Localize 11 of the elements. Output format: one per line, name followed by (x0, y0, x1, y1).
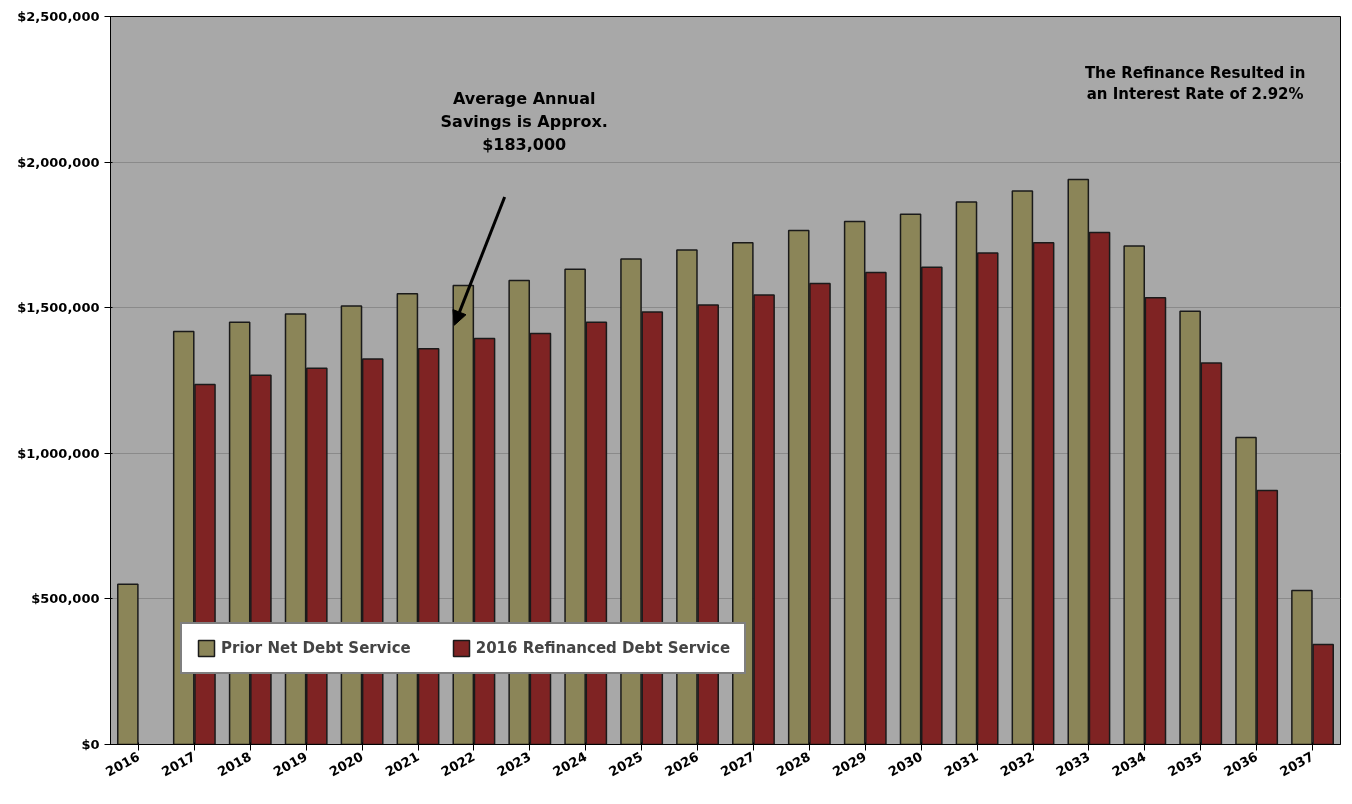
y-tick-label: $2,500,000 (17, 9, 100, 24)
y-tick-label: $0 (81, 737, 100, 752)
y-tick-label: $2,000,000 (17, 154, 100, 170)
annotation: The Refinance Resulted in an Interest Rate of 2.92% (1084, 63, 1306, 104)
annotation: Average Annual Savings is Approx. $183,000 (440, 89, 608, 154)
legend-label: 2016 Refinanced Debt Service (475, 639, 731, 657)
y-tick-label: $1,500,000 (17, 300, 100, 316)
y-tick-label: $500,000 (31, 591, 100, 607)
legend-label: Prior Net Debt Service (221, 639, 411, 657)
bar (117, 583, 139, 745)
y-tick-label: $1,000,000 (17, 445, 100, 461)
